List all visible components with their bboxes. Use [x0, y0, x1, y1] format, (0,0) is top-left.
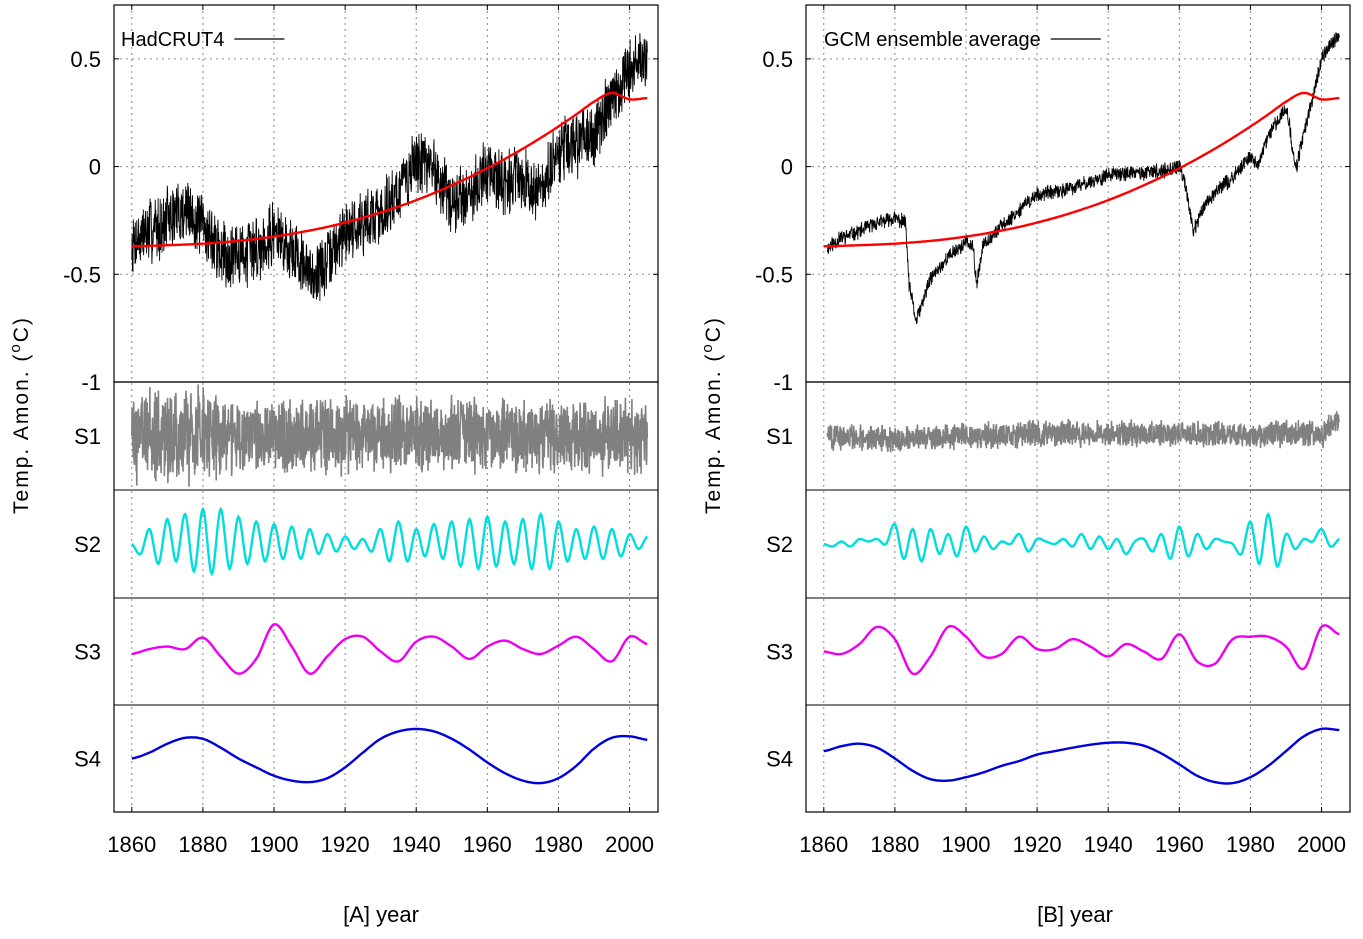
series-line-data: [826, 32, 1340, 325]
y-axis-label: Temp. Amon. (oC): [7, 316, 33, 514]
plot-frame-components: [113, 381, 659, 813]
series-line-trend: [131, 91, 648, 248]
plot-frame-top: [805, 4, 1351, 383]
x-tick-label: 1880: [870, 832, 919, 857]
component-label: S1: [766, 424, 793, 449]
y-tick-label: -1: [81, 370, 101, 395]
component-label: S3: [766, 640, 793, 665]
y-tick-label: 0.5: [762, 47, 793, 72]
component-line-s4: [823, 727, 1340, 785]
x-tick-label: 1940: [1084, 832, 1133, 857]
x-tick-label: 1980: [1226, 832, 1275, 857]
x-axis-label: [B] year: [1037, 902, 1113, 927]
component-line-s2: [823, 512, 1340, 568]
x-axis-label: [A] year: [343, 902, 419, 927]
x-tick-label: 1920: [321, 832, 370, 857]
x-tick-label: 1980: [534, 832, 583, 857]
x-tick-label: 2000: [1297, 832, 1346, 857]
plot-frame-components: [805, 381, 1351, 813]
y-axis-label: Temp. Amon. (oC): [699, 316, 725, 514]
component-label: S4: [74, 747, 101, 772]
component-line-s1: [826, 411, 1341, 453]
x-tick-label: 1860: [107, 832, 156, 857]
y-tick-label: -0.5: [755, 262, 793, 287]
y-tick-label: -0.5: [63, 262, 101, 287]
component-label: S1: [74, 424, 101, 449]
x-tick-label: 1960: [463, 832, 512, 857]
legend-label: HadCRUT4: [121, 29, 224, 51]
x-tick-label: 2000: [605, 832, 654, 857]
component-line-s3: [131, 623, 648, 676]
y-tick-label: 0: [781, 155, 793, 180]
y-tick-label: -1: [773, 370, 793, 395]
x-tick-label: 1900: [942, 832, 991, 857]
series-line-data: [131, 33, 648, 302]
component-label: S2: [74, 532, 101, 557]
y-tick-label: 0: [89, 155, 101, 180]
component-line-s3: [823, 624, 1340, 676]
x-tick-label: 1900: [250, 832, 299, 857]
x-tick-label: 1880: [178, 832, 227, 857]
x-tick-label: 1960: [1155, 832, 1204, 857]
component-label: S4: [766, 747, 793, 772]
chart-panel-1: S4 S3 S2 S1 1860 1880 1900 1920 1940 1960 1980 2000…: [699, 4, 1351, 927]
x-tick-label: 1860: [799, 832, 848, 857]
series-line-trend: [823, 91, 1340, 248]
component-label: S2: [766, 532, 793, 557]
component-line-s1: [131, 384, 649, 487]
component-label: S3: [74, 640, 101, 665]
component-line-s4: [131, 727, 648, 785]
x-tick-label: 1940: [392, 832, 441, 857]
component-line-s2: [131, 506, 649, 577]
legend-label: GCM ensemble average: [824, 29, 1041, 51]
x-tick-label: 1920: [1013, 832, 1062, 857]
y-tick-label: 0.5: [70, 47, 101, 72]
chart-panel-0: S4 S3 S2 S1 1860 1880 1900 1920 1940 1960 1980 2000…: [7, 4, 659, 927]
